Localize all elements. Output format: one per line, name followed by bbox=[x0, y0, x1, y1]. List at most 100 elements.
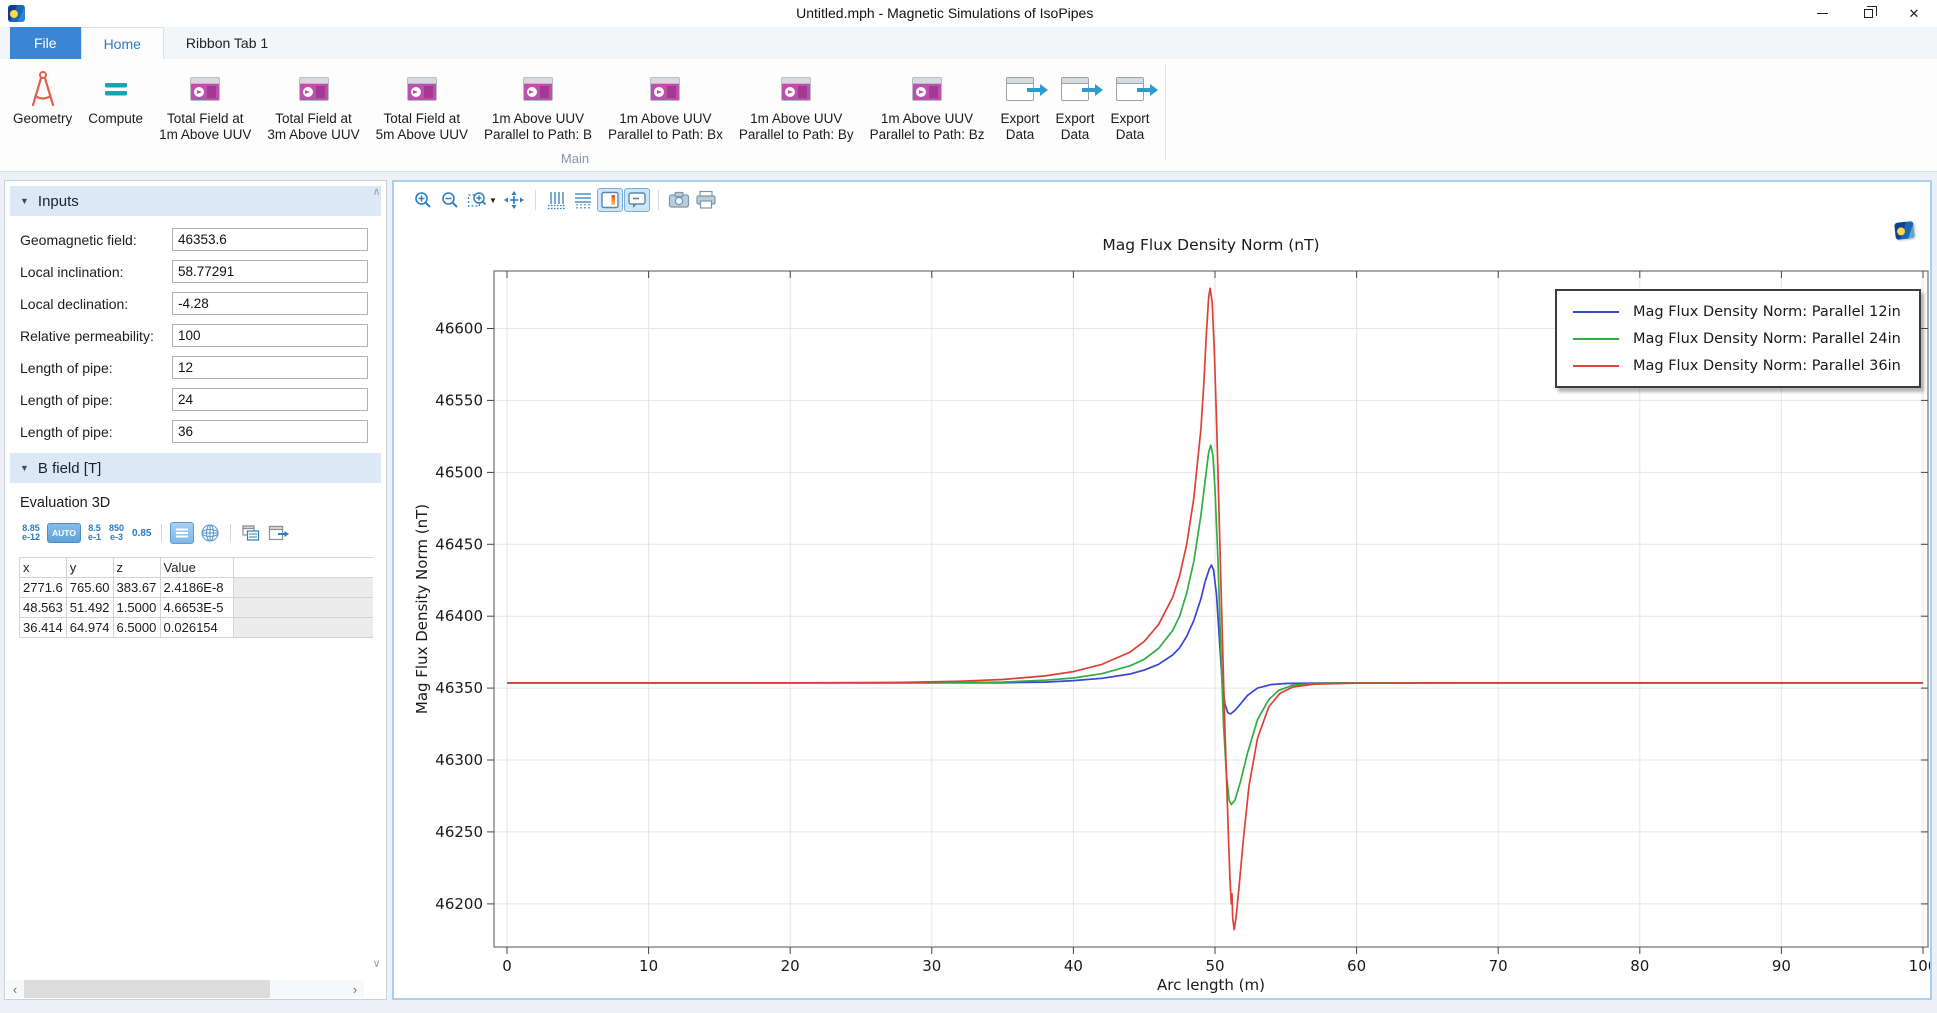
field-input-length-of-pipe-4[interactable] bbox=[172, 356, 368, 379]
field-input-local-inclination-1[interactable] bbox=[172, 260, 368, 283]
svg-text:46600: 46600 bbox=[435, 320, 483, 338]
plot-window-icon bbox=[190, 67, 220, 111]
close-button[interactable]: ✕ bbox=[1891, 0, 1937, 27]
ribbon-button-compute[interactable]: Compute bbox=[81, 63, 150, 129]
table-cell[interactable]: 2.4186E-8 bbox=[160, 578, 233, 598]
table-row[interactable]: 2771.6765.60383.672.4186E-8 bbox=[20, 578, 374, 598]
ribbon-button-1m-above-uuv-parallel-to-path-bz[interactable]: 1m Above UUV Parallel to Path: Bz bbox=[863, 63, 992, 144]
table-cell-filler bbox=[233, 578, 373, 598]
ribbon-button-1m-above-uuv-parallel-to-path-by[interactable]: 1m Above UUV Parallel to Path: By bbox=[732, 63, 861, 144]
field-input-relative-permeability-3[interactable] bbox=[172, 324, 368, 347]
inputs-fields: Geomagnetic field:Local inclination:Loca… bbox=[5, 224, 386, 448]
table-view-icon[interactable] bbox=[170, 522, 194, 544]
ribbon-button-1m-above-uuv-parallel-to-path-bx[interactable]: 1m Above UUV Parallel to Path: Bx bbox=[601, 63, 730, 144]
ribbon-button-export-data[interactable]: Export Data bbox=[1048, 63, 1101, 144]
table-row[interactable]: 36.41464.9746.50000.026154 bbox=[20, 618, 374, 638]
title-bar: Untitled.mph - Magnetic Simulations of I… bbox=[0, 0, 1937, 27]
export-data-icon bbox=[1006, 67, 1034, 111]
field-input-length-of-pipe-5[interactable] bbox=[172, 388, 368, 411]
table-cell[interactable]: 765.60 bbox=[66, 578, 113, 598]
column-header-y[interactable]: y bbox=[66, 558, 113, 578]
column-header-x[interactable]: x bbox=[20, 558, 67, 578]
svg-text:50: 50 bbox=[1205, 957, 1224, 975]
tab-ribbon-tab-1[interactable]: Ribbon Tab 1 bbox=[164, 27, 290, 59]
table-cell[interactable]: 6.5000 bbox=[113, 618, 160, 638]
svg-text:46400: 46400 bbox=[435, 607, 483, 625]
ribbon-button-total-field-at-1m-above-uuv[interactable]: Total Field at 1m Above UUV bbox=[152, 63, 258, 144]
toolbar-separator bbox=[161, 524, 162, 542]
ribbon-button-geometry[interactable]: Geometry bbox=[6, 63, 79, 129]
column-header-value[interactable]: Value bbox=[160, 558, 233, 578]
plot-window-icon bbox=[912, 67, 942, 111]
precision-0.85-button[interactable]: 0.85 bbox=[128, 529, 155, 538]
ribbon-button-total-field-at-5m-above-uuv[interactable]: Total Field at 5m Above UUV bbox=[369, 63, 475, 144]
input-row: Length of pipe: bbox=[5, 416, 386, 448]
plot-window-icon bbox=[781, 67, 811, 111]
polar-view-icon[interactable] bbox=[198, 522, 222, 544]
ribbon-button-label: Geometry bbox=[13, 111, 72, 127]
minimize-button[interactable] bbox=[1799, 0, 1845, 27]
export-table-icon[interactable] bbox=[267, 522, 291, 544]
table-cell[interactable]: 64.974 bbox=[66, 618, 113, 638]
input-row: Geomagnetic field: bbox=[5, 224, 386, 256]
table-cell[interactable]: 51.492 bbox=[66, 598, 113, 618]
restore-button[interactable] bbox=[1845, 0, 1891, 27]
svg-text:46550: 46550 bbox=[435, 391, 483, 409]
ribbon-group-main: Geometry Compute Total Field at 1m Above U… bbox=[6, 63, 1172, 161]
bfield-section-header[interactable]: ▼ B field [T] bbox=[10, 453, 381, 483]
svg-text:60: 60 bbox=[1347, 957, 1366, 975]
bfield-toolbar: 8.85e-12AUTO8.5e-1850e-30.85 bbox=[18, 521, 386, 545]
precision-8.85e-12-button[interactable]: 8.85e-12 bbox=[18, 524, 44, 542]
table-cell-filler bbox=[233, 618, 373, 638]
table-header-row: xyzValue bbox=[20, 558, 374, 578]
tab-file[interactable]: File bbox=[10, 27, 81, 59]
scroll-left-icon[interactable]: ‹ bbox=[6, 982, 24, 997]
precision-8.5e-1-button[interactable]: 8.5e-1 bbox=[84, 524, 105, 542]
ribbon-button-export-data[interactable]: Export Data bbox=[1104, 63, 1157, 144]
plot-window-icon bbox=[299, 67, 329, 111]
table-row[interactable]: 48.56351.4921.50004.6653E-5 bbox=[20, 598, 374, 618]
ribbon-button-total-field-at-3m-above-uuv[interactable]: Total Field at 3m Above UUV bbox=[260, 63, 366, 144]
field-input-geomagnetic-field-0[interactable] bbox=[172, 228, 368, 251]
field-input-length-of-pipe-6[interactable] bbox=[172, 420, 368, 443]
svg-text:10: 10 bbox=[639, 957, 658, 975]
table-cell[interactable]: 2771.6 bbox=[20, 578, 67, 598]
ribbon-button-label: 1m Above UUV Parallel to Path: B bbox=[484, 111, 592, 142]
legend-line-sample bbox=[1573, 338, 1619, 340]
legend-entry: Mag Flux Density Norm: Parallel 12in bbox=[1567, 298, 1909, 325]
ribbon-button-label: Compute bbox=[88, 111, 143, 127]
close-icon: ✕ bbox=[1909, 7, 1920, 20]
tab-home[interactable]: Home bbox=[81, 27, 164, 59]
table-cell[interactable]: 1.5000 bbox=[113, 598, 160, 618]
ribbon-button-label: Export Data bbox=[1111, 111, 1150, 142]
inputs-section-header[interactable]: ▼ Inputs bbox=[10, 186, 381, 216]
graphics-panel: ▼ Mag Flux Density Norm (nT) Mag Flux De… bbox=[392, 180, 1932, 1000]
input-row: Local declination: bbox=[5, 288, 386, 320]
ribbon-button-label: 1m Above UUV Parallel to Path: Bz bbox=[870, 111, 985, 142]
legend-entry: Mag Flux Density Norm: Parallel 24in bbox=[1567, 325, 1909, 352]
collapse-triangle-icon: ▼ bbox=[20, 463, 29, 473]
ribbon-button-export-data[interactable]: Export Data bbox=[993, 63, 1046, 144]
table-cell[interactable]: 0.026154 bbox=[160, 618, 233, 638]
toolbar-separator bbox=[230, 524, 231, 542]
table-cell[interactable]: 383.67 bbox=[113, 578, 160, 598]
ribbon-group-label: Main bbox=[0, 151, 1150, 166]
table-cell[interactable]: 4.6653E-5 bbox=[160, 598, 233, 618]
scroll-down-icon[interactable]: ∨ bbox=[369, 957, 384, 973]
column-header-z[interactable]: z bbox=[113, 558, 160, 578]
copy-table-icon[interactable] bbox=[239, 522, 263, 544]
auto-notation-button[interactable]: AUTO bbox=[47, 523, 81, 543]
scroll-up-icon[interactable]: ∧ bbox=[369, 185, 384, 201]
horizontal-scrollbar-thumb[interactable] bbox=[24, 980, 270, 998]
precision-850e-3-button[interactable]: 850e-3 bbox=[105, 524, 128, 542]
restore-icon bbox=[1864, 9, 1873, 18]
legend-line-sample bbox=[1573, 311, 1619, 313]
ribbon-button-1m-above-uuv-parallel-to-path-b[interactable]: 1m Above UUV Parallel to Path: B bbox=[477, 63, 599, 144]
scroll-right-icon[interactable]: › bbox=[346, 982, 364, 997]
field-input-local-declination-2[interactable] bbox=[172, 292, 368, 315]
table-cell[interactable]: 36.414 bbox=[20, 618, 67, 638]
svg-text:46250: 46250 bbox=[435, 823, 483, 841]
column-filler bbox=[233, 558, 373, 578]
table-cell[interactable]: 48.563 bbox=[20, 598, 67, 618]
app-logo-icon[interactable] bbox=[8, 5, 25, 22]
